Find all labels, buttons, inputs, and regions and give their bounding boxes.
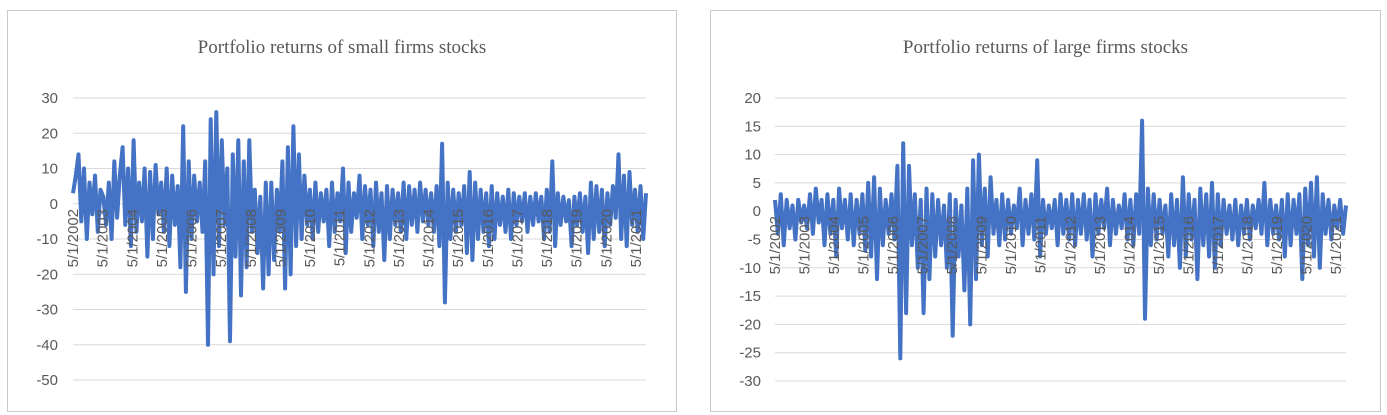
x-tick-label: 5/1/2006: [184, 209, 201, 267]
chart-title: Portfolio returns of small firms stocks: [197, 37, 487, 58]
x-tick-label: 5/1/2018: [539, 209, 556, 267]
x-tick-label: 5/1/2009: [974, 216, 991, 274]
x-tick-label: 5/1/2017: [1210, 216, 1227, 274]
x-tick-label: 5/1/2005: [856, 216, 873, 274]
x-tick-label: 5/1/2003: [797, 216, 814, 274]
x-tick-label: 5/1/2006: [885, 216, 902, 274]
x-tick-label: 5/1/2015: [450, 209, 467, 267]
y-tick-label: 15: [744, 118, 761, 135]
chart-svg-large-firms: 20 15 10 5 0 -5 -10 -15 -20 -25 -30 5/1/2002 5/1/200…: [739, 90, 1348, 390]
x-tick-label: 5/1/2005: [154, 209, 171, 267]
y-tick-label: -30: [36, 302, 58, 319]
y-tick-label: -10: [36, 231, 58, 248]
y-tick-label: 10: [744, 147, 761, 164]
x-tick-label: 5/1/2007: [213, 209, 230, 267]
chart-svg-small-firms: 30 20 10 0 -10 -20 -30 -40 -50 5/1/2002 5/1/2003 5/…: [36, 90, 648, 389]
x-tick-label: 5/1/2003: [95, 209, 112, 267]
x-tick-label: 5/1/2008: [243, 209, 260, 267]
y-tick-label: -20: [739, 316, 761, 333]
x-tick-label: 5/1/2009: [272, 209, 289, 267]
y-tick-label: -15: [739, 288, 761, 305]
y-tick-label: 20: [744, 90, 761, 107]
y-tick-label: -25: [739, 345, 761, 362]
y-tick-label: 5: [753, 175, 761, 192]
x-tick-label: 5/1/2016: [1180, 216, 1197, 274]
chart-panel-large-firms: Portfolio returns of large firms stocks …: [710, 10, 1381, 412]
y-tick-label: 20: [41, 125, 58, 142]
y-tick-label: -5: [748, 232, 761, 249]
y-tick-label: 0: [753, 203, 761, 220]
x-tick-label: 5/1/2021: [628, 209, 645, 267]
chart-title: Portfolio returns of large firms stocks: [902, 37, 1189, 58]
x-tick-label: 5/1/2008: [944, 216, 961, 274]
x-tick-label: 5/1/2016: [480, 209, 497, 267]
x-tick-label: 5/1/2017: [509, 209, 526, 267]
x-tick-label: 5/1/2013: [391, 209, 408, 267]
y-tick-label: 30: [41, 90, 58, 107]
x-tick-label: 5/1/2013: [1092, 216, 1109, 274]
y-tick-label: -20: [36, 266, 58, 283]
y-tick-label: 10: [41, 161, 58, 178]
x-tick-label: 5/1/2014: [421, 209, 438, 267]
series-line: [773, 118, 1348, 361]
x-tick-label: 5/1/2011: [1033, 216, 1050, 273]
x-tick-label: 5/1/2020: [598, 209, 615, 267]
x-tick-label: 5/1/2015: [1151, 216, 1168, 274]
y-tick-label: -50: [36, 372, 58, 389]
x-tick-label: 5/1/2007: [915, 216, 932, 274]
x-tick-label: 5/1/2018: [1239, 216, 1256, 274]
series-line: [71, 110, 648, 347]
chart-panel-small-firms: Portfolio returns of small firms stocks …: [7, 10, 677, 412]
y-tick-label: -10: [739, 260, 761, 277]
x-tick-label: 5/1/2010: [1003, 216, 1020, 274]
x-tick-label: 5/1/2004: [826, 216, 843, 274]
x-tick-label: 5/1/2002: [767, 216, 784, 274]
x-tick-label: 5/1/2004: [124, 209, 141, 267]
y-tick-label: 0: [50, 196, 58, 213]
x-tick-label: 5/1/2012: [1062, 216, 1079, 274]
x-tick-label: 5/1/2010: [302, 209, 319, 267]
x-tick-label: 5/1/2021: [1328, 216, 1345, 274]
x-tick-label: 5/1/2019: [1269, 216, 1286, 274]
y-tick-label: -30: [739, 373, 761, 390]
y-tick-label: -40: [36, 337, 58, 354]
x-tick-label: 5/1/2012: [361, 209, 378, 267]
x-tick-label: 5/1/2020: [1298, 216, 1315, 274]
x-tick-label: 5/1/2019: [569, 209, 586, 267]
x-tick-label: 5/1/2002: [65, 209, 82, 267]
x-tick-label: 5/1/2014: [1121, 216, 1138, 274]
x-tick-label: 5/1/2011: [332, 209, 349, 266]
